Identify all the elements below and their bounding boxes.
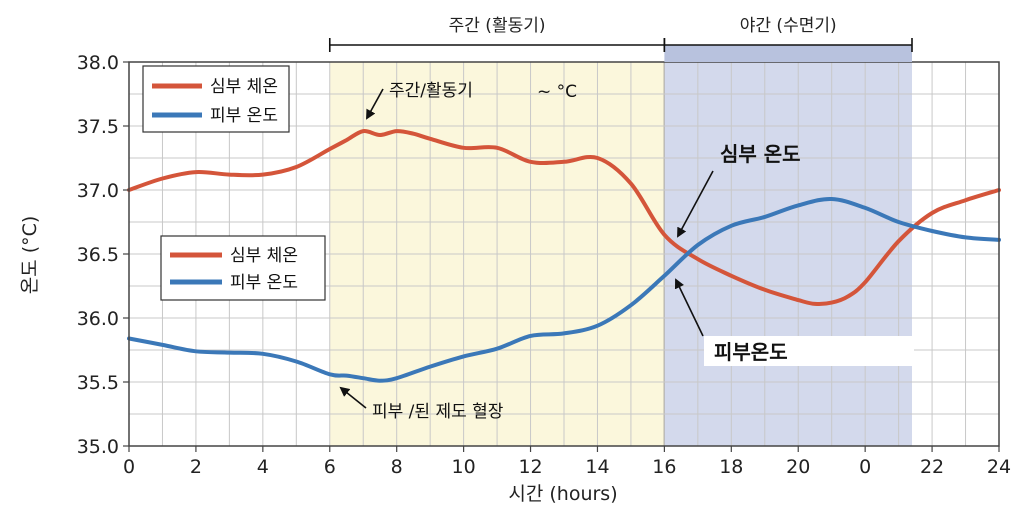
x-tick-label: 4 <box>257 456 269 478</box>
y-tick-label: 35.5 <box>77 372 119 394</box>
legend-top-core-label: 심부 체온 <box>210 77 278 97</box>
y-axis-title: 온도 (°C) <box>19 216 41 295</box>
x-tick-label: 0 <box>123 456 135 478</box>
grid-lines <box>129 62 999 446</box>
band-label-1: 야간 (수면기) <box>740 16 837 36</box>
x-tick-label: 10 <box>452 456 476 478</box>
x-tick-label: 8 <box>391 456 403 478</box>
band-label-0: 주간 (활동기) <box>449 16 546 36</box>
x-tick-label: 2 <box>190 456 202 478</box>
x-tick-label: 12 <box>518 456 542 478</box>
legend-mid-box <box>160 235 326 301</box>
annotations: 주간/활동기 ~ °C 피부 /된 제도 혈장 심부 온도 피부온도 <box>339 81 914 422</box>
annotation-day-core-arrow <box>366 88 384 120</box>
legend-top-skin-label: 피부 온도 <box>210 106 278 126</box>
period-brackets: 주간 (활동기) 야간 (수면기) <box>328 16 913 62</box>
legend-mid: 심부 체온 피부 온도 <box>160 235 326 301</box>
annotation-skin-label: 피부온도 <box>714 340 788 364</box>
series-skin-line <box>127 196 1001 383</box>
x-tick-label: 6 <box>324 456 336 478</box>
x-tick-label: 24 <box>987 456 1011 478</box>
y-tick-label: 37.0 <box>77 180 119 202</box>
y-tick-label: 38.0 <box>77 52 119 74</box>
annotation-core-label: 심부 온도 <box>720 142 801 166</box>
annotation-tilde-unit: ~ °C <box>537 82 577 102</box>
x-tick-label: 0 <box>859 456 871 478</box>
y-tick-label: 36.5 <box>77 244 119 266</box>
annotation-core-arrow <box>677 170 714 238</box>
annotation-skin-arrow <box>674 278 704 337</box>
legend-top: 심부 체온 피부 온도 <box>142 65 290 133</box>
annotation-skin-day: 피부 /된 제도 혈장 <box>372 402 504 422</box>
x-tick-label: 16 <box>652 456 676 478</box>
annotation-skin-day-arrow <box>339 386 367 409</box>
x-tick-label: 22 <box>920 456 944 478</box>
x-tick-label: 20 <box>786 456 810 478</box>
annotation-day-core: 주간/활동기 <box>389 81 473 101</box>
legend-mid-core-label: 심부 체온 <box>230 246 298 266</box>
band-header-fill <box>664 45 912 62</box>
annotation-skin-label-bg <box>704 336 914 366</box>
legend-mid-skin-label: 피부 온도 <box>230 273 298 293</box>
legend-top-box <box>142 65 290 133</box>
tick-labels: 35.035.536.036.537.037.538.00 2 4 6 8 10 12 14 1… <box>77 52 1011 478</box>
series-lines <box>127 129 1001 383</box>
x-tick-label: 14 <box>585 456 609 478</box>
y-tick-label: 36.0 <box>77 308 119 330</box>
x-axis-title: 시간 (hours) <box>508 483 617 505</box>
x-tick-label: 18 <box>719 456 743 478</box>
y-tick-label: 35.0 <box>77 436 119 458</box>
y-tick-label: 37.5 <box>77 116 119 138</box>
series-core-line <box>127 129 1001 307</box>
